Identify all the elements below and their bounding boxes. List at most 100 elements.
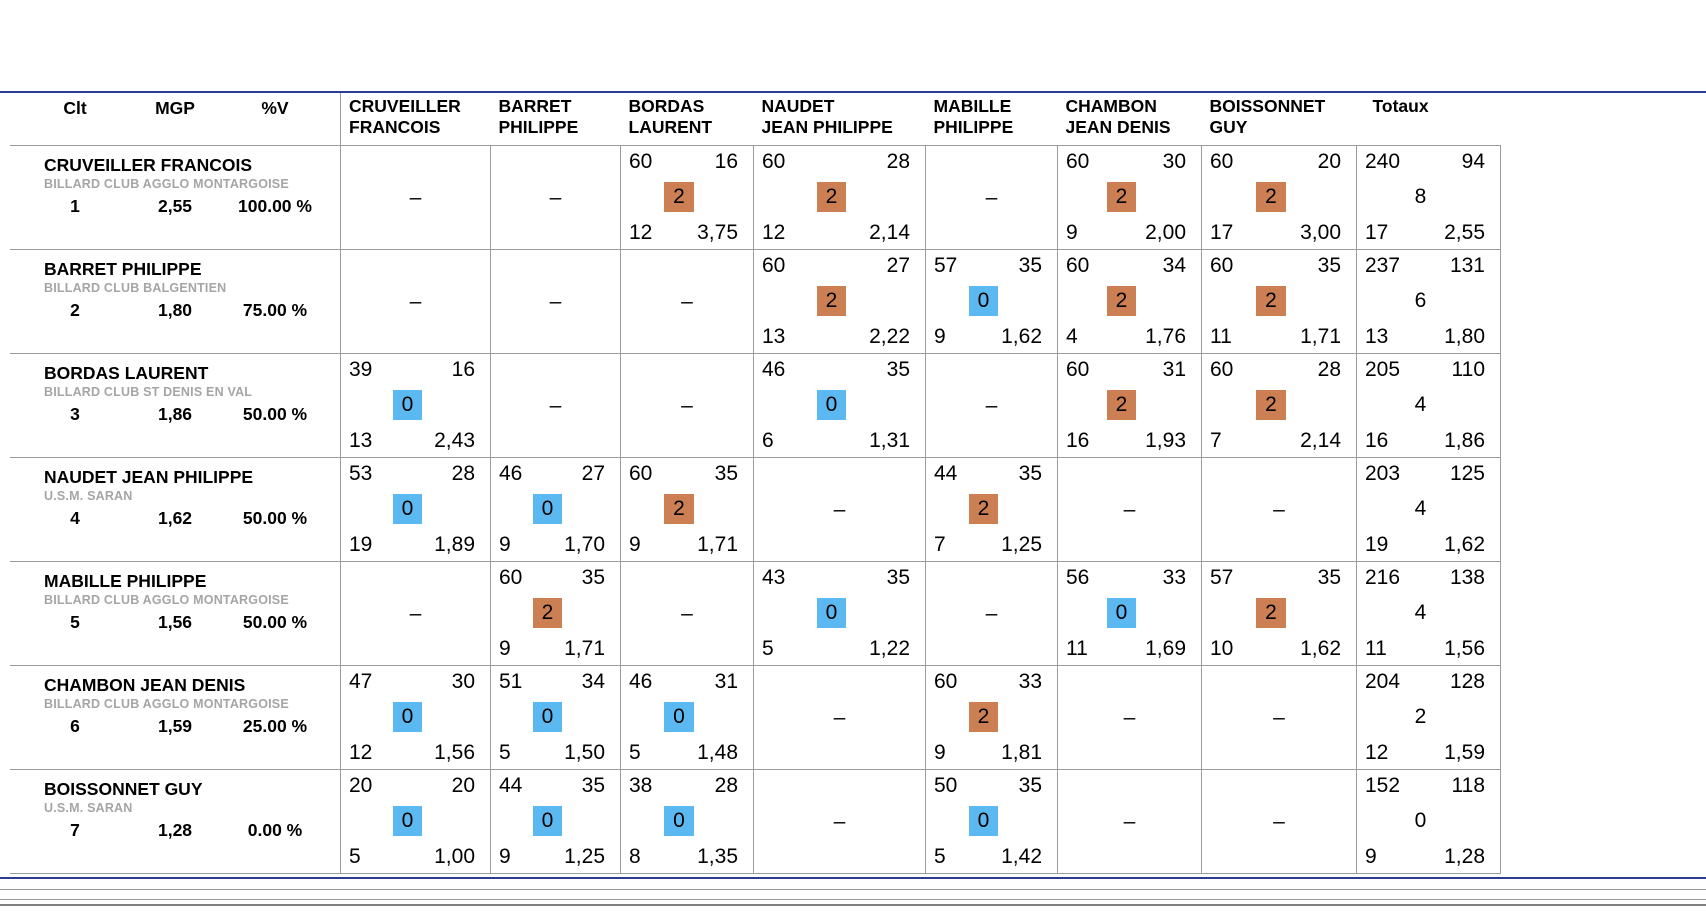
player-pct-v: 0.00 % [247,820,303,840]
totals-top-line: 205 110 [1357,358,1500,381]
totals-best-run: 128 [1449,670,1485,693]
no-match-dash: – [1123,497,1136,521]
match-best-run: 31 [1162,358,1186,381]
match-best-run: 35 [886,358,910,381]
match-best-run: 34 [581,670,605,693]
no-match-dash: – [985,601,998,625]
opponent-name-line2: FRANCOIS [349,116,441,137]
no-match-dash: – [549,393,562,417]
totals-match-points: 4 [1414,393,1427,416]
match-result: 46 27 0 9 1,70 [491,458,620,561]
player-info: CHAMBON JEAN DENIS BILLARD CLUB AGGLO MON… [10,666,340,769]
totals-mid-line: 6 [1357,289,1500,313]
player-row: CHAMBON JEAN DENIS BILLARD CLUB AGGLO MON… [10,665,1501,770]
opponent-name-line2: GUY [1209,116,1248,137]
match-bottom-line: 10 1,62 [1202,637,1356,660]
match-best-run: 20 [1317,150,1341,173]
no-match-dash: – [681,289,693,313]
match-mid-line: 0 [491,701,620,733]
match-average: 1,25 [1001,532,1042,556]
match-best-run: 35 [1018,254,1042,277]
player-info: MABILLE PHILIPPE BILLARD CLUB AGGLO MONTA… [10,562,340,665]
match-points-scored: 60 [629,150,653,173]
totals-mid-line: 0 [1357,809,1500,833]
match-average: 1,42 [1001,844,1042,868]
match-mid-line: 2 [621,181,753,213]
match-top-line: 60 16 [621,150,753,173]
player-name: BARRET PHILIPPE [44,259,202,279]
totals-match-points: 4 [1414,601,1427,624]
match-cell: 60 16 2 12 3,75 [620,145,754,250]
opponent-column-header: CHAMBON JEAN DENIS [1058,93,1202,146]
match-points-badge: 2 [968,493,999,525]
player-name: BOISSONNET GUY [44,779,203,799]
player-stats: 6 1,59 25.00 % [10,716,340,737]
match-best-run: 30 [1162,150,1186,173]
match-points-scored: 60 [1066,358,1090,381]
match-result: 60 20 2 17 3,00 [1202,146,1356,249]
totals-innings: 9 [1365,844,1377,868]
match-top-line: 53 28 [341,462,490,485]
match-bottom-line: 7 2,14 [1202,429,1356,452]
totals-column-header: Totaux [1357,93,1501,146]
match-result: 44 35 0 9 1,25 [491,770,620,873]
opponent-column-header: BOISSONNET GUY [1202,93,1357,146]
match-result: 60 31 2 16 1,93 [1058,354,1201,457]
match-top-line: 39 16 [341,358,490,381]
player-name: BORDAS LAURENT [44,363,209,383]
match-points-badge: 0 [664,701,694,733]
totals-points: 203 [1365,462,1401,485]
match-cell: 60 31 2 16 1,93 [1057,353,1202,458]
player-stats: 4 1,62 50.00 % [10,508,340,529]
match-cell: – [1201,665,1357,770]
match-innings: 5 [934,844,946,868]
player-pct-v: 50.00 % [242,404,308,424]
player-rank: 4 [70,508,80,528]
totals-match-points: 8 [1414,185,1427,208]
match-average: 1,31 [869,428,910,452]
no-match-dash: – [833,809,846,833]
match-points-scored: 60 [499,566,523,589]
totals-bottom-line: 16 1,86 [1357,429,1500,452]
match-top-line: 44 35 [926,462,1057,485]
match-bottom-line: 11 1,71 [1202,325,1356,348]
match-innings: 11 [1210,324,1232,348]
no-match-dash: – [409,185,422,209]
match-points-badge: 2 [816,285,847,317]
match-average: 2,22 [869,324,910,348]
match-bottom-line: 12 2,14 [754,221,925,244]
match-average: 1,00 [434,844,475,868]
match-cell: 53 28 0 19 1,89 [340,457,491,562]
match-result: 53 28 0 19 1,89 [341,458,490,561]
match-top-line: 43 35 [754,566,925,589]
match-average: 3,00 [1300,220,1341,244]
match-bottom-line: 9 2,00 [1058,221,1201,244]
match-innings: 12 [629,220,653,244]
match-cell: 47 30 0 12 1,56 [340,665,491,770]
match-best-run: 35 [1317,566,1341,589]
match-best-run: 35 [581,566,605,589]
match-mid-line: 0 [341,805,490,837]
match-bottom-line: 16 1,93 [1058,429,1201,452]
match-top-line: 60 35 [621,462,753,485]
match-innings: 8 [629,844,641,868]
match-result: 51 34 0 5 1,50 [491,666,620,769]
totals-average: 1,56 [1444,636,1485,660]
totals-best-run: 110 [1451,358,1485,381]
player-rank: 5 [70,612,80,632]
match-mid-line: 0 [926,805,1057,837]
match-points-scored: 60 [1066,254,1090,277]
match-innings: 17 [1210,220,1234,244]
match-top-line: 60 33 [926,670,1057,693]
match-result: 38 28 0 8 1,35 [621,770,753,873]
match-bottom-line: 5 1,42 [926,845,1057,868]
totals-average: 1,59 [1444,740,1485,764]
match-points-badge: 2 [532,597,563,629]
totals-average: 2,55 [1444,220,1485,244]
totals-result: 240 94 8 17 2,55 [1357,146,1500,249]
match-cell: 46 27 0 9 1,70 [490,457,621,562]
player-rank: 6 [70,716,80,736]
totals-innings: 11 [1365,636,1387,660]
match-points-scored: 60 [1066,150,1090,173]
match-cell: – [1201,769,1357,874]
